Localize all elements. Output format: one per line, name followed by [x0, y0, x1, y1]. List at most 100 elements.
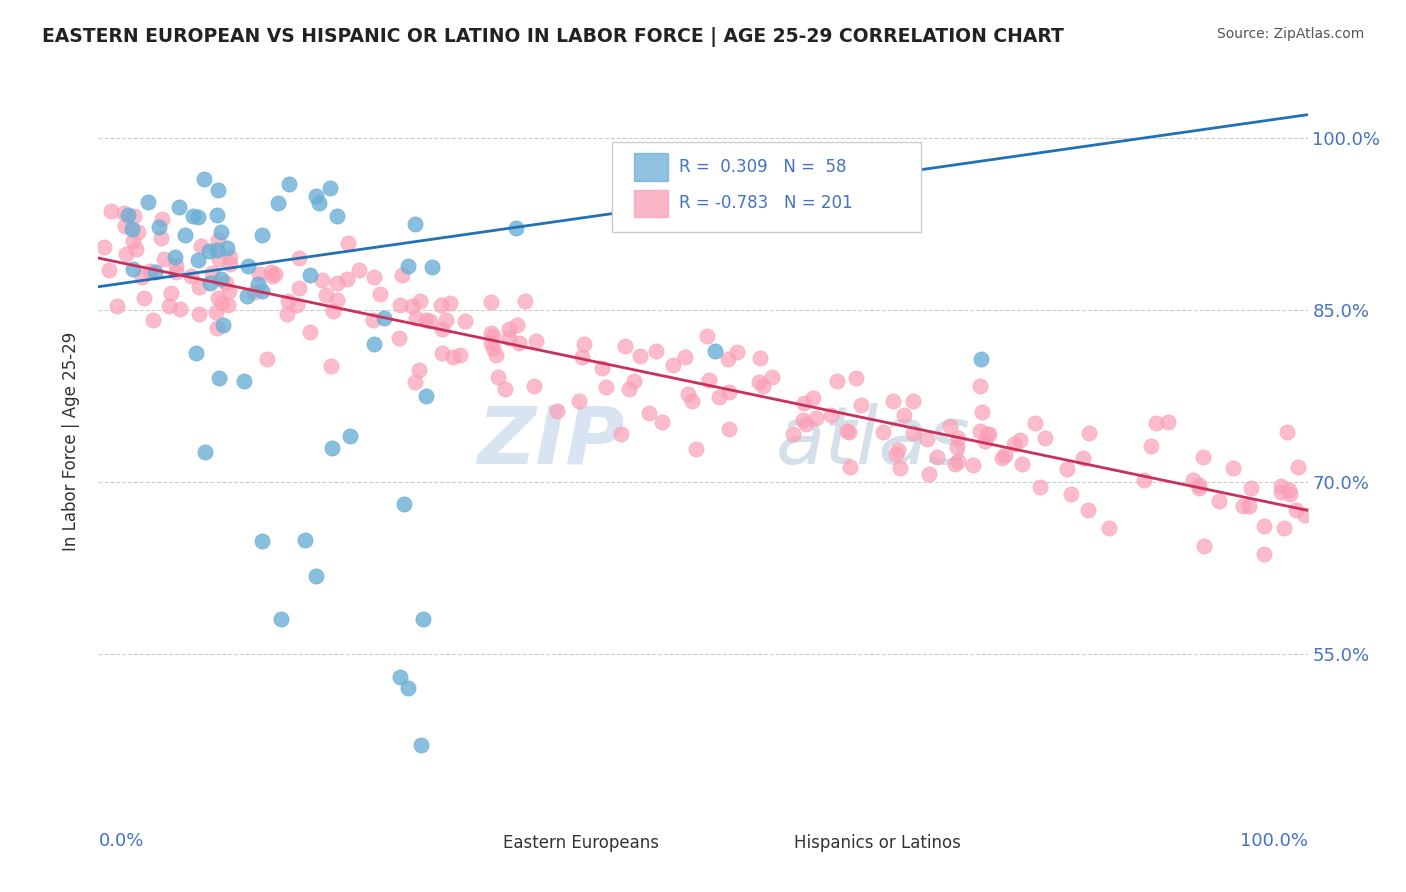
Point [595, 380, 617, 394]
Point [628, 349, 651, 363]
Point [142, 313, 165, 327]
Point [250, 534, 273, 549]
Point [524, 334, 547, 349]
Point [1146, 417, 1168, 431]
Point [901, 394, 924, 409]
Point [207, 233, 229, 247]
Point [209, 225, 232, 239]
Point [256, 351, 278, 366]
Point [943, 458, 966, 472]
Point [415, 312, 437, 326]
Point [969, 379, 991, 393]
Point [1139, 439, 1161, 453]
Point [370, 286, 392, 301]
Point [215, 241, 238, 255]
Point [148, 220, 170, 235]
Point [661, 358, 683, 372]
Point [219, 257, 242, 271]
Point [685, 442, 707, 456]
Point [105, 299, 128, 313]
Point [277, 294, 299, 309]
Point [717, 351, 740, 366]
Point [194, 445, 217, 459]
Point [568, 393, 591, 408]
Point [991, 451, 1014, 466]
Point [139, 263, 162, 277]
Point [150, 231, 173, 245]
Point [285, 298, 308, 312]
Point [449, 348, 471, 362]
Point [415, 389, 437, 403]
Point [1278, 483, 1301, 497]
Point [1253, 518, 1275, 533]
Point [623, 374, 645, 388]
Text: EASTERN EUROPEAN VS HISPANIC OR LATINO IN LABOR FORCE | AGE 25-29 CORRELATION CH: EASTERN EUROPEAN VS HISPANIC OR LATINO I… [42, 27, 1064, 46]
Point [205, 321, 228, 335]
Point [479, 336, 502, 351]
Point [976, 427, 998, 442]
Point [298, 326, 321, 340]
Point [408, 363, 430, 377]
Point [591, 361, 613, 376]
Point [614, 339, 637, 353]
Point [1232, 499, 1254, 513]
Point [122, 234, 145, 248]
Point [252, 228, 274, 243]
Point [977, 426, 1000, 441]
Point [247, 267, 270, 281]
Point [326, 293, 349, 307]
Point [157, 299, 180, 313]
Point [419, 313, 441, 327]
Point [482, 341, 505, 355]
Point [837, 425, 859, 439]
Point [494, 382, 516, 396]
Point [1098, 521, 1121, 535]
Point [263, 267, 285, 281]
Point [363, 270, 385, 285]
Point [825, 374, 848, 388]
Point [572, 337, 595, 351]
Point [638, 407, 661, 421]
Point [260, 264, 283, 278]
Point [305, 569, 328, 583]
Point [1133, 473, 1156, 487]
Point [1071, 451, 1094, 466]
Point [917, 467, 939, 481]
Point [513, 293, 536, 308]
Point [439, 295, 461, 310]
Point [430, 322, 453, 336]
Point [486, 370, 509, 384]
Point [404, 217, 426, 231]
Point [970, 351, 993, 366]
Point [420, 260, 443, 275]
Point [173, 228, 195, 243]
Point [211, 296, 233, 310]
Point [326, 210, 349, 224]
Point [198, 276, 221, 290]
Point [391, 268, 413, 282]
Point [546, 404, 568, 418]
Point [219, 250, 242, 264]
Point [1277, 425, 1299, 439]
Point [267, 196, 290, 211]
Point [1253, 547, 1275, 561]
Point [1237, 500, 1260, 514]
Point [915, 432, 938, 446]
Point [1272, 521, 1295, 535]
Y-axis label: In Labor Force | Age 25-29: In Labor Force | Age 25-29 [62, 332, 80, 551]
Point [100, 204, 122, 219]
Point [187, 280, 209, 294]
Point [804, 411, 827, 425]
Point [98, 262, 121, 277]
Point [143, 265, 166, 279]
Point [485, 347, 508, 361]
Point [1270, 485, 1292, 500]
Point [201, 266, 224, 280]
Point [1188, 481, 1211, 495]
Point [288, 281, 311, 295]
Point [782, 426, 804, 441]
Point [217, 298, 239, 312]
Point [363, 337, 385, 351]
Point [114, 219, 136, 234]
Point [1240, 481, 1263, 495]
